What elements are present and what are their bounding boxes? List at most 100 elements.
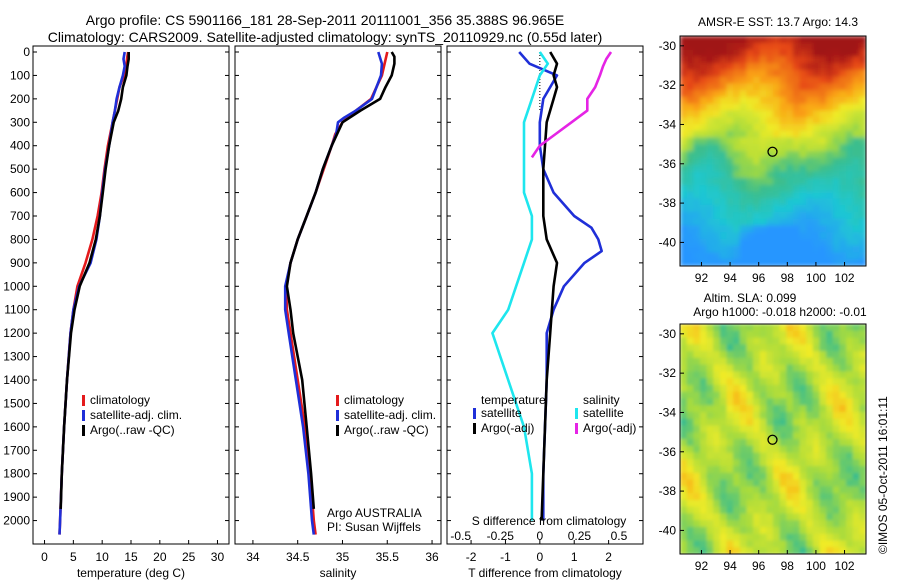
map-cell (799, 63, 807, 71)
map-cell (680, 171, 688, 179)
map-cell (733, 198, 741, 206)
map-cell (693, 76, 701, 84)
map-cell (852, 164, 860, 172)
map-cell (832, 42, 841, 51)
legend-label: Argo(-adj) (481, 421, 534, 435)
map-cell (733, 103, 741, 112)
map-cell (812, 164, 821, 172)
map-cell (859, 439, 866, 447)
map-cell (680, 130, 688, 139)
map-cell (799, 324, 807, 332)
map-cell (773, 391, 781, 400)
map-cell (779, 486, 787, 494)
map-cell (746, 418, 754, 427)
map-cell (806, 171, 814, 179)
map-cell (806, 351, 814, 359)
map-cell (786, 218, 794, 227)
map-cell (792, 157, 801, 166)
map-cell (799, 252, 807, 260)
map-cell (686, 252, 694, 260)
map-cell (739, 96, 748, 105)
map-cell (819, 90, 827, 98)
map-cell (713, 472, 721, 481)
map-cell (846, 63, 854, 71)
map-y-tick-label: -40 (659, 235, 677, 249)
map-cell (832, 466, 841, 474)
map-cell (766, 205, 774, 213)
map-cell (713, 171, 721, 179)
map-cell (806, 164, 814, 172)
map-cell (693, 123, 701, 132)
map-cell (839, 252, 847, 260)
legend-label: climatology (90, 393, 150, 407)
map-cell (799, 56, 807, 64)
map-cell (812, 411, 821, 420)
map-cell (759, 445, 767, 454)
legend-swatch (82, 410, 85, 421)
map-cell (766, 225, 774, 233)
map-cell (713, 90, 721, 98)
map-cell (706, 259, 714, 266)
map-cell (753, 459, 761, 467)
map-cell (773, 371, 781, 379)
map-cell (786, 123, 794, 132)
map-cell (719, 164, 728, 172)
map-cell (799, 259, 807, 266)
map-cell (826, 398, 834, 406)
map-cell (759, 211, 767, 220)
map-cell (786, 425, 794, 433)
map-cell (846, 252, 854, 260)
map-cell (746, 205, 754, 213)
map-cell (719, 103, 728, 112)
map-cell (693, 117, 701, 125)
map-cell (693, 398, 701, 406)
map-cell (713, 144, 721, 152)
map-cell (733, 259, 741, 266)
map-cell (766, 151, 774, 159)
map-cell (852, 405, 860, 413)
map-cell (713, 259, 721, 266)
map-cell (792, 63, 801, 71)
map-cell (706, 513, 714, 521)
legend-swatch (575, 423, 578, 434)
map-cell (846, 191, 854, 199)
map-cell (766, 69, 774, 78)
map-cell (699, 351, 708, 359)
map-cell (773, 513, 781, 521)
map-cell (686, 144, 694, 152)
map-cell (706, 164, 714, 172)
map-cell (766, 324, 774, 332)
plot-frame-salinity (234, 45, 442, 545)
map-cell (759, 506, 767, 515)
map-cell (819, 42, 827, 51)
map-cell (693, 171, 701, 179)
map-cell (852, 83, 860, 91)
map-cell (859, 459, 866, 467)
map-cell (693, 90, 701, 98)
map-cell (693, 56, 701, 64)
map-cell (713, 499, 721, 508)
map-cell (786, 506, 794, 515)
map-cell (726, 486, 734, 494)
map-cell (719, 90, 728, 98)
map-cell (812, 211, 821, 220)
map-cell (859, 83, 866, 91)
map-cell (766, 42, 774, 51)
map-cell (719, 110, 728, 118)
map-cell (759, 69, 767, 78)
map-cell (773, 472, 781, 481)
map-cell (859, 378, 866, 386)
map-cell (786, 384, 794, 393)
map-cell (812, 238, 821, 247)
map-cell (713, 405, 721, 413)
map-cell (693, 344, 701, 352)
map-cell (859, 110, 866, 118)
map-cell (859, 506, 866, 515)
map-cell (713, 479, 721, 487)
map-cell (766, 49, 774, 57)
map-cell (826, 351, 834, 359)
map-cell (746, 137, 754, 145)
map-cell (826, 198, 834, 206)
map-cell (726, 110, 734, 118)
map-cell (846, 164, 854, 172)
